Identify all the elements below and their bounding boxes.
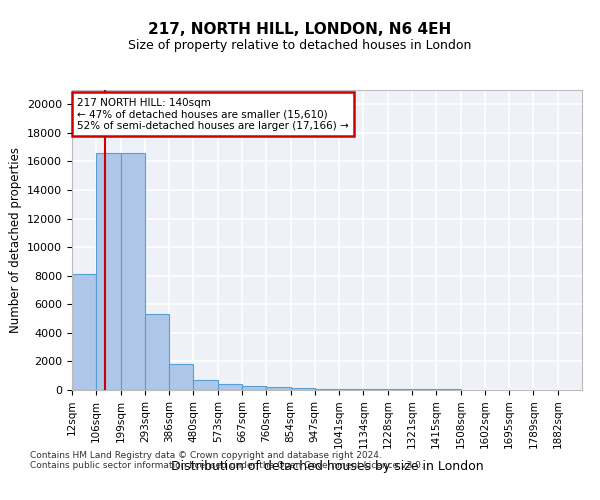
Bar — [364, 389, 388, 390]
Y-axis label: Number of detached properties: Number of detached properties — [8, 147, 22, 333]
Bar — [169, 364, 193, 390]
Bar — [339, 388, 364, 390]
Bar — [266, 387, 290, 390]
Text: Size of property relative to detached houses in London: Size of property relative to detached ho… — [128, 38, 472, 52]
Bar — [193, 380, 218, 390]
Text: Contains HM Land Registry data © Crown copyright and database right 2024.: Contains HM Land Registry data © Crown c… — [30, 450, 382, 460]
Bar — [121, 153, 145, 390]
X-axis label: Distribution of detached houses by size in London: Distribution of detached houses by size … — [170, 460, 484, 472]
Bar — [290, 388, 315, 390]
Text: 217, NORTH HILL, LONDON, N6 4EH: 217, NORTH HILL, LONDON, N6 4EH — [148, 22, 452, 38]
Bar — [242, 386, 266, 390]
Bar — [218, 384, 242, 390]
Bar — [145, 314, 169, 390]
Bar — [315, 388, 339, 390]
Text: Contains public sector information licensed under the Open Government Licence v3: Contains public sector information licen… — [30, 462, 424, 470]
Bar — [96, 153, 121, 390]
Bar — [72, 274, 96, 390]
Text: 217 NORTH HILL: 140sqm
← 47% of detached houses are smaller (15,610)
52% of semi: 217 NORTH HILL: 140sqm ← 47% of detached… — [77, 98, 349, 130]
